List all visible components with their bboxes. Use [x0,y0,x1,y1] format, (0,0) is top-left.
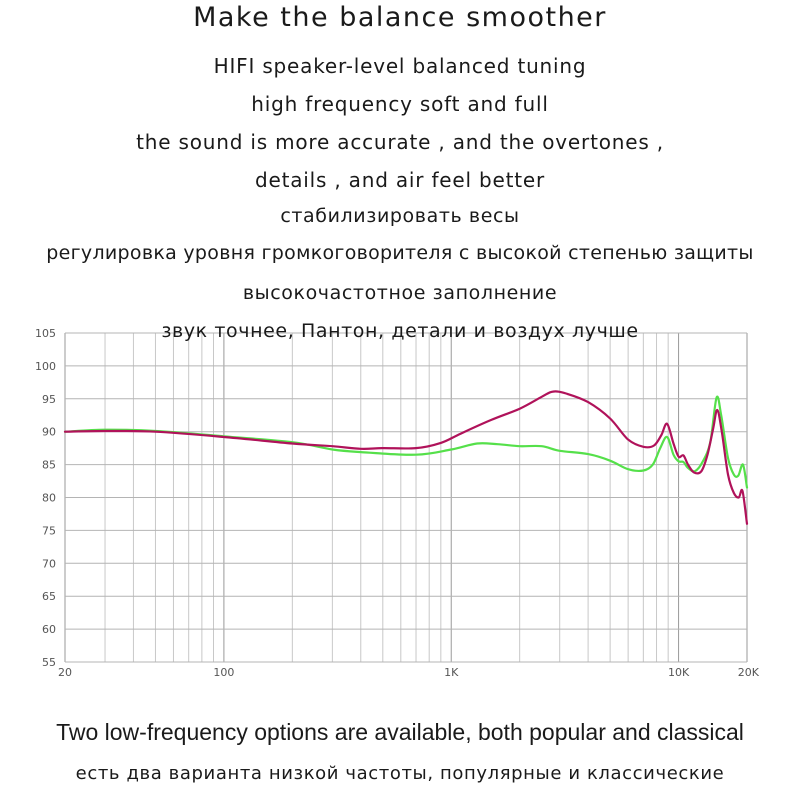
y-tick-label: 60 [42,623,56,636]
bottom-caption-russian: есть два варианта низкой частоты, популя… [75,763,725,784]
y-tick-label: 75 [42,524,56,537]
y-axis-tick-labels: 105 100 95 90 85 80 75 70 65 60 55 [35,327,56,669]
frequency-response-chart: 105 100 95 90 85 80 75 70 65 60 55 20 100 1K 10K 20K [35,327,760,679]
series-lines [63,390,749,525]
russian-line-2: регулировка уровня громкоговорителя с вы… [46,242,754,264]
horizontal-gridlines [65,332,747,663]
russian-line-1: стабилизировать весы [280,205,520,227]
y-tick-label: 105 [35,327,56,340]
y-tick-label: 90 [42,426,56,439]
headline: Make the balance smoother [193,2,607,33]
x-tick-label: 100 [213,666,234,679]
feature-line-4: details , and air feel better [254,168,546,192]
x-tick-label: 20 [58,666,72,679]
feature-line-3: the sound is more accurate , and the ove… [136,130,664,154]
y-tick-label: 100 [35,360,56,373]
x-axis-tick-labels: 20 100 1K 10K 20K [58,666,760,679]
y-tick-label: 80 [42,492,56,505]
feature-line-2: high frequency soft and full [251,92,549,116]
bottom-caption-english: Two low-frequency options are available,… [56,719,744,745]
x-tick-label: 1K [444,666,459,679]
y-tick-label: 95 [42,393,56,406]
series-line-crimson [63,390,749,525]
russian-line-3: высокочастотное заполнение [242,282,558,304]
y-tick-label: 85 [42,459,56,472]
series-line-green [63,395,749,489]
x-tick-label: 10K [668,666,690,679]
y-tick-label: 65 [42,590,56,603]
y-tick-label: 70 [42,557,56,570]
x-tick-label: 20K [738,666,760,679]
russian-line-4: звук точнее, Пантон, детали и воздух луч… [161,320,639,342]
feature-line-1: HIFI speaker-level balanced tuning [213,54,587,78]
y-tick-label: 55 [42,656,56,669]
